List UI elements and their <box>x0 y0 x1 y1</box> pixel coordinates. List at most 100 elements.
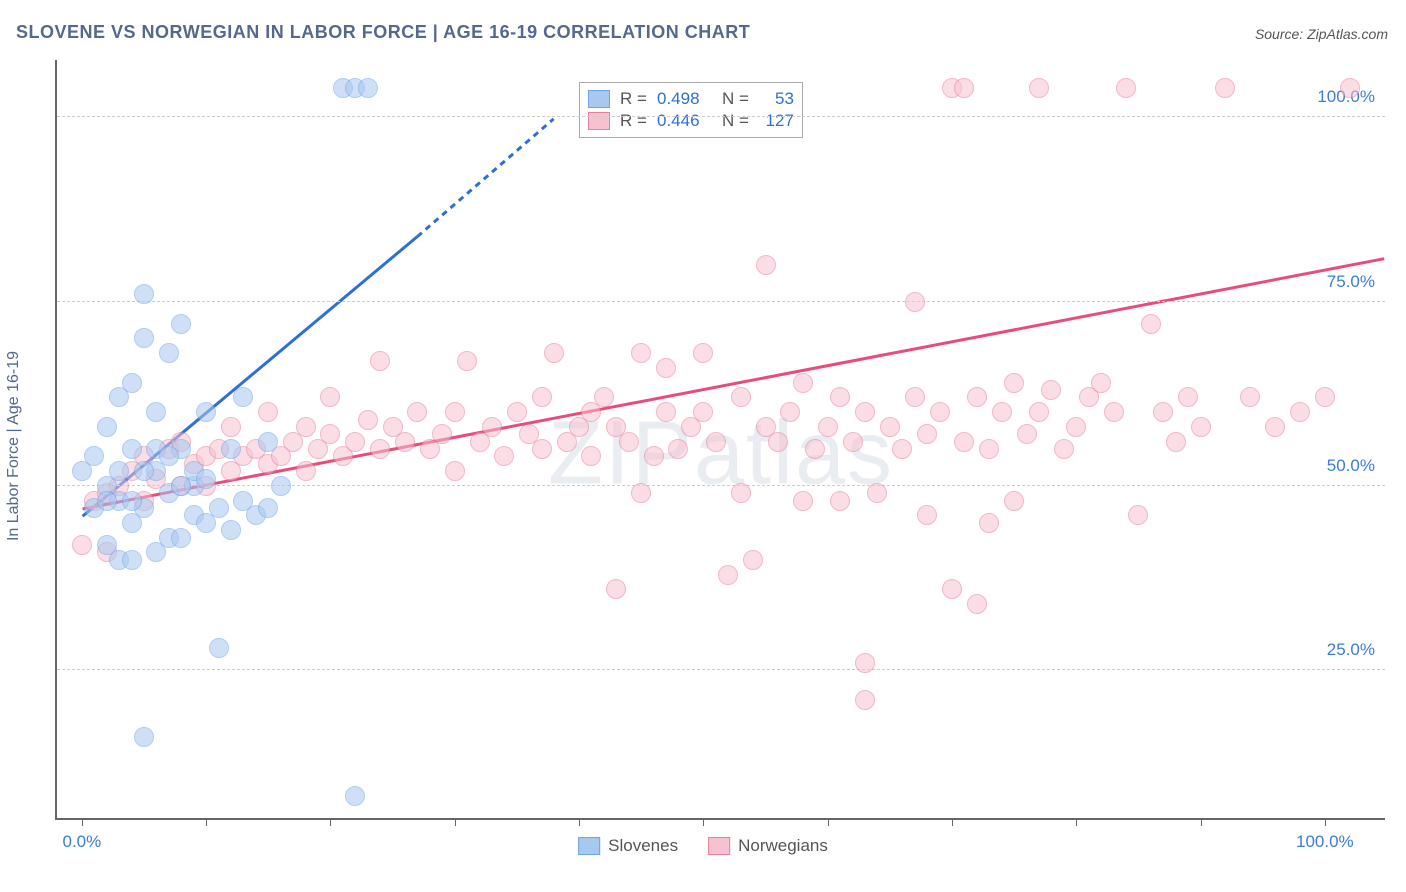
data-point-norwegians <box>345 432 365 452</box>
stat-n-value: 53 <box>759 89 794 109</box>
data-point-norwegians <box>992 402 1012 422</box>
source-label: Source: ZipAtlas.com <box>1255 26 1388 42</box>
data-point-norwegians <box>445 461 465 481</box>
chart-container: SLOVENE VS NORWEGIAN IN LABOR FORCE | AG… <box>0 0 1406 892</box>
data-point-norwegians <box>631 483 651 503</box>
x-tick <box>703 818 704 826</box>
data-point-norwegians <box>1315 387 1335 407</box>
data-point-slovenes <box>122 373 142 393</box>
data-point-norwegians <box>258 402 278 422</box>
stat-r-value: 0.498 <box>657 89 712 109</box>
data-point-norwegians <box>320 387 340 407</box>
y-axis-label: In Labor Force | Age 16-19 <box>5 351 23 541</box>
stat-n-value: 127 <box>759 111 794 131</box>
legend-label-norwegians: Norwegians <box>738 836 828 856</box>
stat-n-label: N = <box>722 89 749 109</box>
data-point-norwegians <box>917 505 937 525</box>
y-tick-label: 25.0% <box>1327 640 1375 660</box>
data-point-norwegians <box>843 432 863 452</box>
legend-item-norwegians: Norwegians <box>708 836 828 856</box>
data-point-norwegians <box>1166 432 1186 452</box>
data-point-norwegians <box>979 439 999 459</box>
data-point-norwegians <box>718 565 738 585</box>
data-point-norwegians <box>967 594 987 614</box>
data-point-norwegians <box>457 351 477 371</box>
stat-r-label: R = <box>620 111 647 131</box>
data-point-norwegians <box>892 439 912 459</box>
data-point-norwegians <box>780 402 800 422</box>
y-tick-label: 50.0% <box>1327 456 1375 476</box>
data-point-norwegians <box>1240 387 1260 407</box>
x-tick <box>206 818 207 826</box>
data-point-norwegians <box>581 446 601 466</box>
data-point-norwegians <box>656 402 676 422</box>
x-tick <box>1325 818 1326 826</box>
data-point-norwegians <box>1215 78 1235 98</box>
data-point-slovenes <box>209 498 229 518</box>
data-point-slovenes <box>358 78 378 98</box>
data-point-slovenes <box>97 417 117 437</box>
data-point-slovenes <box>171 314 191 334</box>
data-point-norwegians <box>1066 417 1086 437</box>
data-point-norwegians <box>930 402 950 422</box>
data-point-norwegians <box>830 491 850 511</box>
legend-item-slovenes: Slovenes <box>578 836 678 856</box>
data-point-norwegians <box>532 387 552 407</box>
data-point-norwegians <box>1141 314 1161 334</box>
gridline <box>57 301 1385 302</box>
data-point-slovenes <box>134 284 154 304</box>
stat-swatch-slovenes <box>588 90 610 108</box>
data-point-norwegians <box>1004 373 1024 393</box>
data-point-norwegians <box>979 513 999 533</box>
data-point-norwegians <box>1178 387 1198 407</box>
legend-swatch-norwegians <box>708 837 730 855</box>
stat-r-label: R = <box>620 89 647 109</box>
data-point-norwegians <box>1054 439 1074 459</box>
data-point-norwegians <box>917 424 937 444</box>
data-point-norwegians <box>532 439 552 459</box>
stat-swatch-norwegians <box>588 112 610 130</box>
data-point-norwegians <box>507 402 527 422</box>
data-point-norwegians <box>1290 402 1310 422</box>
data-point-norwegians <box>1128 505 1148 525</box>
x-tick-label: 100.0% <box>1296 832 1354 852</box>
data-point-norwegians <box>731 387 751 407</box>
data-point-norwegians <box>370 439 390 459</box>
data-point-norwegians <box>656 358 676 378</box>
data-point-norwegians <box>905 292 925 312</box>
data-point-norwegians <box>1116 78 1136 98</box>
data-point-slovenes <box>134 727 154 747</box>
x-tick <box>455 818 456 826</box>
data-point-norwegians <box>1340 78 1360 98</box>
data-point-slovenes <box>233 387 253 407</box>
data-point-norwegians <box>830 387 850 407</box>
data-point-norwegians <box>731 483 751 503</box>
data-point-norwegians <box>407 402 427 422</box>
data-point-norwegians <box>72 535 92 555</box>
data-point-slovenes <box>171 528 191 548</box>
data-point-slovenes <box>134 461 154 481</box>
data-point-slovenes <box>221 439 241 459</box>
gridline <box>57 485 1385 486</box>
bottom-legend: Slovenes Norwegians <box>578 836 828 856</box>
data-point-slovenes <box>159 446 179 466</box>
data-point-slovenes <box>196 469 216 489</box>
data-point-norwegians <box>296 417 316 437</box>
data-point-norwegians <box>1029 78 1049 98</box>
data-point-norwegians <box>296 461 316 481</box>
legend-label-slovenes: Slovenes <box>608 836 678 856</box>
data-point-norwegians <box>706 432 726 452</box>
data-point-norwegians <box>855 653 875 673</box>
data-point-norwegians <box>693 343 713 363</box>
data-point-slovenes <box>122 491 142 511</box>
data-point-norwegians <box>370 351 390 371</box>
data-point-norwegians <box>867 483 887 503</box>
data-point-slovenes <box>221 520 241 540</box>
data-point-norwegians <box>644 446 664 466</box>
x-tick <box>82 818 83 826</box>
data-point-norwegians <box>756 255 776 275</box>
data-point-norwegians <box>805 439 825 459</box>
stat-row-norwegians: R =0.446N =127 <box>588 111 794 131</box>
data-point-norwegians <box>619 432 639 452</box>
data-point-norwegians <box>905 387 925 407</box>
